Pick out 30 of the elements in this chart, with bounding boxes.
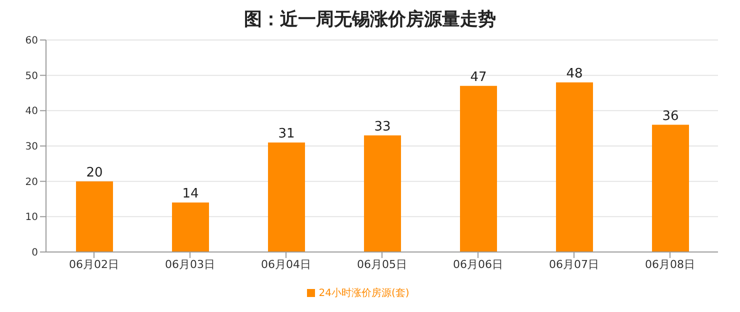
bar bbox=[556, 82, 593, 252]
bar bbox=[268, 142, 305, 252]
bar bbox=[652, 124, 689, 252]
x-tick-label: 06月08日 bbox=[645, 258, 695, 271]
x-tick-label: 06月07日 bbox=[549, 258, 599, 271]
bar bbox=[364, 135, 401, 252]
y-tick-label: 50 bbox=[25, 70, 38, 82]
data-label: 20 bbox=[86, 165, 103, 180]
y-tick-label: 60 bbox=[25, 36, 38, 47]
y-tick-label: 30 bbox=[25, 142, 38, 153]
data-label: 48 bbox=[566, 66, 583, 82]
bar bbox=[460, 86, 497, 252]
y-tick-label: 40 bbox=[25, 106, 38, 118]
x-tick-label: 06月06日 bbox=[453, 258, 503, 271]
y-tick-label: 20 bbox=[25, 176, 38, 188]
bar bbox=[76, 181, 113, 252]
y-tick-label: 0 bbox=[32, 248, 38, 259]
data-label: 47 bbox=[470, 70, 487, 85]
y-tick-label: 10 bbox=[25, 212, 38, 224]
data-label: 33 bbox=[374, 119, 391, 134]
x-tick-label: 06月04日 bbox=[261, 258, 311, 271]
x-tick-label: 06月02日 bbox=[69, 258, 119, 271]
data-label: 36 bbox=[662, 108, 679, 124]
data-label: 14 bbox=[182, 186, 199, 202]
legend-label: 24小时涨价房源(套) bbox=[318, 288, 410, 299]
x-tick-label: 06月05日 bbox=[357, 258, 407, 271]
x-tick-label: 06月03日 bbox=[165, 258, 215, 271]
chart-title: 图：近一周无锡涨价房源量走势 bbox=[243, 8, 497, 32]
bar bbox=[172, 202, 209, 252]
data-label: 31 bbox=[278, 126, 295, 142]
